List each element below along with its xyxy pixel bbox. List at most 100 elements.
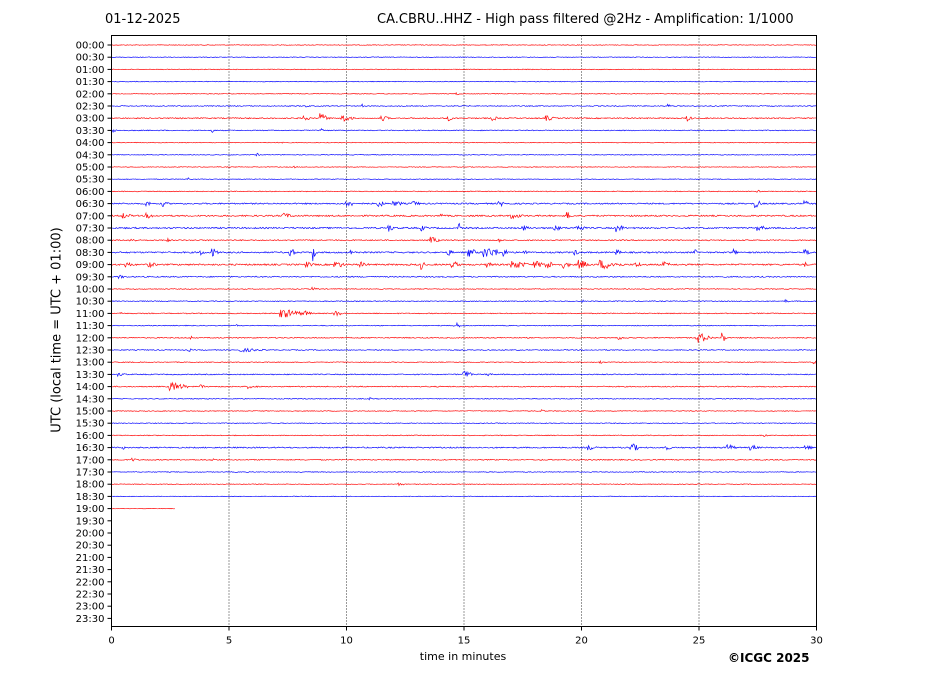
y-tick-label: 22:30 <box>76 590 105 601</box>
copyright-credit: ©ICGC 2025 <box>728 651 810 665</box>
x-tick-label: 0 <box>108 636 114 647</box>
seismic-trace <box>111 298 817 303</box>
seismic-trace <box>111 189 817 193</box>
seismic-trace <box>111 222 817 233</box>
seismic-trace <box>111 80 817 83</box>
seismic-trace <box>111 44 817 46</box>
seismic-trace <box>111 68 817 71</box>
seismic-trace <box>111 381 817 392</box>
seismic-trace <box>111 128 817 133</box>
seismic-trace <box>111 360 817 365</box>
date-label: 01-12-2025 <box>105 12 181 27</box>
y-tick-label: 19:30 <box>76 516 105 527</box>
y-tick-label: 15:30 <box>76 419 105 430</box>
y-tick-label: 13:00 <box>76 358 105 369</box>
y-tick-label: 11:30 <box>76 321 105 332</box>
y-tick-label: 04:00 <box>76 138 105 149</box>
y-tick-label: 14:00 <box>76 382 105 393</box>
seismic-trace <box>111 199 817 209</box>
x-tick-label: 5 <box>226 636 232 647</box>
seismic-trace <box>111 152 817 157</box>
y-tick-label: 05:00 <box>76 163 105 174</box>
seismic-trace <box>111 259 817 271</box>
x-tick-label: 10 <box>340 636 353 647</box>
seismic-traces <box>111 44 817 510</box>
grid-lines <box>228 35 700 627</box>
y-tick-label: 02:00 <box>76 89 105 100</box>
seismic-trace <box>111 177 817 180</box>
y-tick-label: 01:30 <box>76 77 105 88</box>
y-tick-label: 17:30 <box>76 468 105 479</box>
x-tick-label: 20 <box>575 636 588 647</box>
y-tick-label: 19:00 <box>76 504 105 515</box>
seismic-trace <box>111 321 817 328</box>
y-tick-label: 21:30 <box>76 565 105 576</box>
seismic-trace <box>111 482 817 487</box>
seismic-trace <box>111 370 817 378</box>
y-tick-label: 05:30 <box>76 175 105 186</box>
y-tick-label: 00:00 <box>76 41 105 52</box>
seismic-trace <box>111 236 817 243</box>
y-tick-label: 10:30 <box>76 297 105 308</box>
y-tick-label: 00:30 <box>76 53 105 64</box>
x-tick-label: 25 <box>693 636 706 647</box>
seismic-trace <box>111 286 817 291</box>
y-tick-label: 09:00 <box>76 260 105 271</box>
x-tick-label: 15 <box>458 636 471 647</box>
y-tick-label: 06:30 <box>76 199 105 210</box>
seismic-trace <box>111 409 817 412</box>
y-tick-label: 14:30 <box>76 394 105 405</box>
y-tick-label: 11:00 <box>76 309 105 320</box>
seismic-trace <box>111 396 817 401</box>
y-tick-label: 03:30 <box>76 126 105 137</box>
y-tick-label: 06:00 <box>76 187 105 198</box>
seismic-trace <box>111 113 817 122</box>
y-tick-label: 16:30 <box>76 443 105 454</box>
seismic-trace <box>111 471 817 473</box>
y-tick-label: 23:00 <box>76 602 105 613</box>
seismic-trace <box>111 211 817 220</box>
y-tick-label: 18:30 <box>76 492 105 503</box>
seismic-trace <box>111 103 817 108</box>
seismic-trace <box>111 457 817 462</box>
seismic-trace <box>111 274 817 280</box>
seismic-trace <box>111 247 817 262</box>
y-tick-label: 18:00 <box>76 480 105 491</box>
y-tick-label: 12:30 <box>76 346 105 357</box>
y-tick-label: 08:30 <box>76 248 105 259</box>
seismic-trace <box>111 443 817 451</box>
seismic-trace <box>111 422 817 425</box>
seismic-trace <box>111 165 817 169</box>
y-tick-label: 15:00 <box>76 407 105 418</box>
seismic-trace <box>111 347 817 353</box>
seismic-trace <box>111 91 817 96</box>
x-tick-label: 30 <box>810 636 823 647</box>
y-tick-label: 20:00 <box>76 529 105 540</box>
y-tick-label: 12:00 <box>76 333 105 344</box>
y-tick-label: 07:30 <box>76 224 105 235</box>
plot-frame <box>111 35 817 627</box>
y-tick-label: 20:30 <box>76 541 105 552</box>
y-tick-label: 07:00 <box>76 211 105 222</box>
x-axis-label: time in minutes <box>419 650 507 663</box>
seismic-trace <box>111 434 817 438</box>
y-tick-label: 16:00 <box>76 431 105 442</box>
chart-title: CA.CBRU..HHZ - High pass filtered @2Hz -… <box>377 12 794 27</box>
y-tick-label: 10:00 <box>76 285 105 296</box>
y-tick-label: 09:30 <box>76 272 105 283</box>
y-tick-label: 08:00 <box>76 236 105 247</box>
y-tick-label: 04:30 <box>76 150 105 161</box>
seismic-trace <box>111 309 817 318</box>
x-axis-ticks: 0 5 10 15 20 25 30 <box>108 626 823 647</box>
seismic-trace <box>111 332 817 343</box>
y-tick-label: 17:00 <box>76 455 105 466</box>
y-tick-label: 22:00 <box>76 577 105 588</box>
y-tick-label: 21:00 <box>76 553 105 564</box>
seismic-trace <box>111 141 817 144</box>
y-tick-label: 02:30 <box>76 102 105 113</box>
y-tick-label: 01:00 <box>76 65 105 76</box>
seismic-trace <box>111 56 817 58</box>
y-tick-label: 03:00 <box>76 114 105 125</box>
